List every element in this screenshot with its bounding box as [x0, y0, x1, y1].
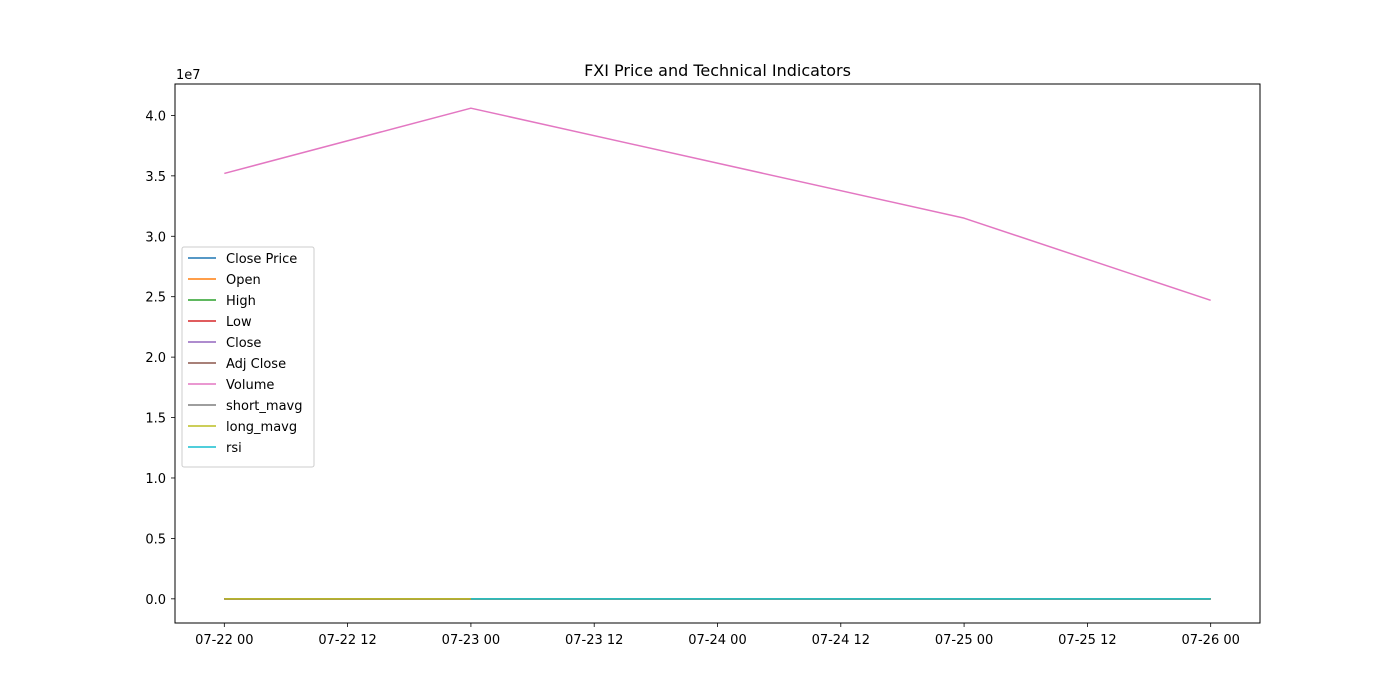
y-offset-label: 1e7 [176, 68, 201, 83]
y-tick-label: 0.0 [145, 593, 166, 608]
y-tick-label: 1.5 [145, 412, 166, 427]
legend-entry: Open [226, 273, 261, 288]
x-tick-label: 07-25 00 [935, 633, 993, 648]
x-tick-label: 07-24 00 [688, 633, 746, 648]
y-tick-label: 3.5 [145, 170, 166, 185]
legend-entry: Close [226, 336, 261, 351]
y-tick-label: 2.0 [145, 351, 166, 366]
x-tick-label: 07-22 00 [195, 633, 253, 648]
series-line [224, 107, 1211, 302]
y-tick-label: 1.0 [145, 472, 166, 487]
legend-box [181, 246, 315, 468]
y-tick-label: 2.5 [145, 291, 166, 306]
y-axis: 0.0 0.5 1.0 1.5 2.0 2.5 3.0 3.5 4.0 [145, 109, 175, 608]
x-tick-label: 07-25 12 [1058, 633, 1116, 648]
y-tick-label: 4.0 [145, 109, 166, 124]
y-tick-label: 3.0 [145, 230, 166, 245]
legend-entry: High [226, 294, 256, 309]
legend-entry: long_mavg [226, 420, 297, 435]
x-tick-label: 07-24 12 [812, 633, 870, 648]
chart-title: FXI Price and Technical Indicators [584, 61, 851, 80]
y-tick-label: 0.5 [145, 532, 166, 547]
x-tick-label: 07-23 12 [565, 633, 623, 648]
legend-entry: Close Price [226, 252, 297, 267]
series-layer [224, 107, 1211, 600]
legend-entry: rsi [226, 441, 242, 456]
plot-frame [174, 83, 1261, 624]
x-tick-label: 07-22 12 [318, 633, 376, 648]
x-axis: 07-22 00 07-22 12 07-23 00 07-23 12 07-24 00… [195, 623, 1240, 648]
legend: Close Price Open High Low Close Adj Close Volu… [181, 246, 315, 468]
legend-entry: Volume [226, 378, 274, 393]
legend-entry: short_mavg [226, 399, 302, 414]
legend-entry: Low [226, 315, 252, 330]
x-tick-label: 07-26 00 [1181, 633, 1239, 648]
x-tick-label: 07-23 00 [442, 633, 500, 648]
legend-entry: Adj Close [226, 357, 286, 372]
